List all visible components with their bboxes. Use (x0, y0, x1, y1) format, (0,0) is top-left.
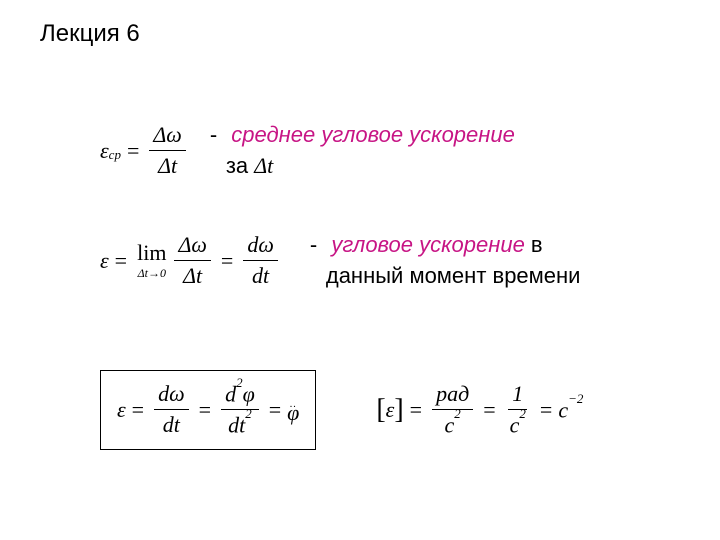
phi-double-dot: .. φ (287, 402, 299, 418)
equals-sign-3a: = (132, 397, 144, 423)
epsilon-symbol-3: ε (117, 397, 126, 423)
fraction-d2phi-dt2: d2φ dt2 (221, 381, 259, 439)
formula-row-1: ε ср = Δω Δt - среднее угловое ускорение… (100, 120, 515, 182)
limit-block: lim Δt→0 (137, 240, 166, 281)
equals-sign-u1: = (410, 397, 422, 423)
denominator-c2b: с2 (506, 410, 530, 438)
equals-sign: = (127, 138, 139, 164)
numerator-2: Δω (174, 232, 210, 261)
epsilon-symbol-2: ε (100, 248, 109, 274)
fraction-rad-c2: рад с2 (432, 381, 473, 438)
dash: - (210, 122, 217, 147)
phi-symbol: φ (287, 407, 299, 418)
fraction-d-omega-dt-box: dω dt (154, 381, 189, 438)
epsilon-subscript: ср (109, 147, 121, 163)
desc-pink-text-2: угловое ускорение (331, 232, 525, 257)
denominator-3: dt (248, 261, 273, 289)
formula-epsilon-derivatives: ε = dω dt = d2φ dt2 = .. φ (117, 381, 299, 439)
equals-sign-u2: = (483, 397, 495, 423)
equals-sign-3c: = (269, 397, 281, 423)
fraction-1-c2: 1 с2 (506, 381, 530, 438)
epsilon-units: ε (386, 397, 395, 423)
formula-avg-epsilon: ε ср = Δω Δt (100, 122, 190, 179)
fraction-d-omega-dt: dω dt (243, 232, 278, 289)
denominator-5: dt2 (224, 410, 256, 438)
desc-za: за (226, 153, 254, 178)
denominator: Δt (154, 151, 181, 179)
formula-row-3: ε = dω dt = d2φ dt2 = .. φ [ ε (100, 370, 583, 450)
desc-delta-t: Δt (254, 153, 273, 178)
lim-text: lim (137, 240, 166, 266)
boxed-formula: ε = dω dt = d2φ dt2 = .. φ (100, 370, 316, 450)
equals-sign-u3: = (540, 397, 552, 423)
desc-pink-text: среднее угловое ускорение (231, 122, 515, 147)
numerator-4: dω (154, 381, 189, 410)
denominator-c2: с2 (441, 410, 465, 438)
lim-condition: Δt→0 (138, 266, 166, 281)
numerator-5: d2φ (221, 381, 259, 410)
dash-2: - (310, 232, 317, 257)
lecture-title: Лекция 6 (40, 20, 140, 48)
denominator-2: Δt (179, 261, 206, 289)
numerator-rad: рад (432, 381, 473, 410)
numerator-3: dω (243, 232, 278, 261)
c-neg2: с−2 (558, 397, 583, 423)
equals-sign-2b: = (221, 248, 233, 274)
denominator-4: dt (159, 410, 184, 438)
units-formula: [ ε ] = рад с2 = 1 с2 = с−2 (376, 381, 583, 438)
equals-sign-2a: = (115, 248, 127, 274)
fraction-delta-omega-delta-t: Δω Δt (149, 122, 185, 179)
description-2: - угловое ускорение в данный момент врем… (302, 230, 581, 292)
fraction-delta-omega-delta-t-2: Δω Δt (174, 232, 210, 289)
epsilon-symbol: ε (100, 138, 109, 164)
close-bracket: ] (394, 394, 403, 426)
formula-row-2: ε = lim Δt→0 Δω Δt = dω dt - угловое уск… (100, 230, 580, 292)
desc-moment: данный момент времени (326, 263, 581, 288)
equals-sign-3b: = (199, 397, 211, 423)
open-bracket: [ (376, 394, 385, 426)
formula-inst-epsilon: ε = lim Δt→0 Δω Δt = dω dt (100, 232, 282, 289)
description-1: - среднее угловое ускорение за Δt (202, 120, 515, 182)
desc-v: в (525, 232, 543, 257)
numerator: Δω (149, 122, 185, 151)
